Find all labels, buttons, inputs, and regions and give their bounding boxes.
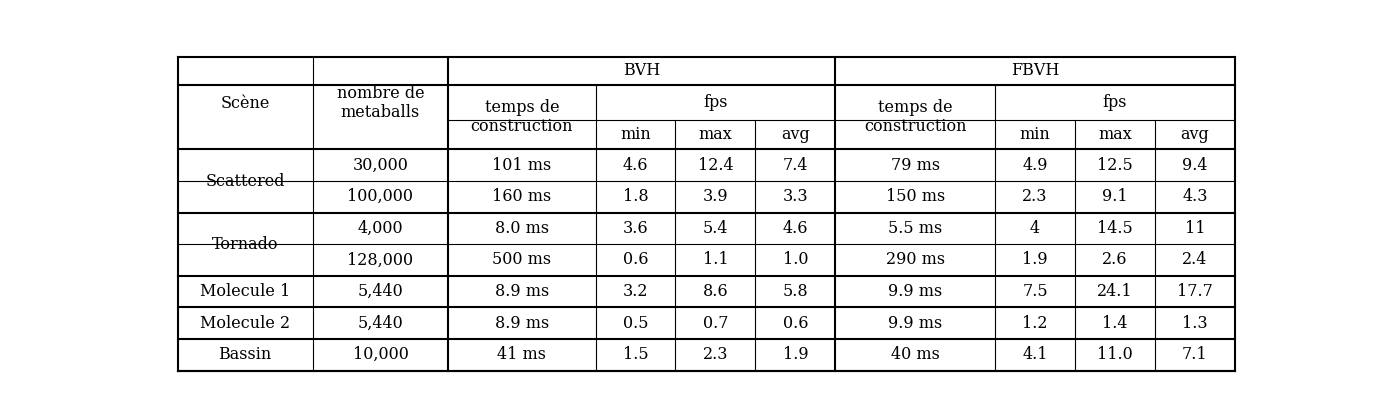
Text: 24.1: 24.1	[1097, 283, 1133, 300]
Text: Molecule 1: Molecule 1	[200, 283, 291, 300]
Text: 2.6: 2.6	[1102, 252, 1127, 268]
Text: 11: 11	[1185, 220, 1206, 237]
Text: 4.6: 4.6	[623, 157, 648, 174]
Text: 8.6: 8.6	[703, 283, 728, 300]
Text: 8.9 ms: 8.9 ms	[495, 283, 548, 300]
Text: 4.6: 4.6	[783, 220, 808, 237]
Text: Scattered: Scattered	[205, 173, 285, 189]
Text: 4: 4	[1029, 220, 1040, 237]
Text: 30,000: 30,000	[353, 157, 408, 174]
Text: temps de
construction: temps de construction	[864, 99, 966, 135]
Text: max: max	[699, 126, 732, 143]
Text: 0.6: 0.6	[783, 315, 808, 332]
Text: 1.9: 1.9	[783, 346, 808, 363]
Text: 14.5: 14.5	[1097, 220, 1133, 237]
Text: 7.4: 7.4	[783, 157, 808, 174]
Text: 9.9 ms: 9.9 ms	[887, 283, 943, 300]
Text: BVH: BVH	[623, 62, 660, 79]
Text: 79 ms: 79 ms	[890, 157, 940, 174]
Text: 5,440: 5,440	[357, 315, 404, 332]
Text: 5.5 ms: 5.5 ms	[887, 220, 943, 237]
Text: 0.6: 0.6	[623, 252, 648, 268]
Text: Bassin: Bassin	[219, 346, 271, 363]
Text: Molecule 2: Molecule 2	[200, 315, 291, 332]
Text: 8.0 ms: 8.0 ms	[495, 220, 548, 237]
Text: 150 ms: 150 ms	[886, 188, 945, 205]
Text: min: min	[1020, 126, 1050, 143]
Text: 4.3: 4.3	[1182, 188, 1207, 205]
Text: nombre de
metaballs: nombre de metaballs	[336, 85, 424, 121]
Text: 4,000: 4,000	[358, 220, 404, 237]
Text: FBVH: FBVH	[1011, 62, 1060, 79]
Text: 3.9: 3.9	[703, 188, 728, 205]
Text: 2.3: 2.3	[1022, 188, 1047, 205]
Text: 100,000: 100,000	[347, 188, 413, 205]
Text: 290 ms: 290 ms	[886, 252, 945, 268]
Text: 128,000: 128,000	[347, 252, 413, 268]
Text: 7.1: 7.1	[1182, 346, 1207, 363]
Text: 12.4: 12.4	[697, 157, 733, 174]
Text: 1.9: 1.9	[1022, 252, 1047, 268]
Text: 7.5: 7.5	[1022, 283, 1047, 300]
Text: 1.4: 1.4	[1102, 315, 1127, 332]
Text: 8.9 ms: 8.9 ms	[495, 315, 548, 332]
Text: 0.7: 0.7	[703, 315, 728, 332]
Text: 0.5: 0.5	[623, 315, 648, 332]
Text: 4.9: 4.9	[1022, 157, 1047, 174]
Text: 1.3: 1.3	[1182, 315, 1207, 332]
Text: 101 ms: 101 ms	[492, 157, 551, 174]
Text: 500 ms: 500 ms	[492, 252, 551, 268]
Text: fps: fps	[703, 94, 728, 111]
Text: 5.4: 5.4	[703, 220, 728, 237]
Text: 4.1: 4.1	[1022, 346, 1047, 363]
Text: 160 ms: 160 ms	[492, 188, 551, 205]
Text: 17.7: 17.7	[1177, 283, 1213, 300]
Text: 3.3: 3.3	[783, 188, 808, 205]
Text: avg: avg	[1181, 126, 1210, 143]
Text: 41 ms: 41 ms	[497, 346, 546, 363]
Text: max: max	[1098, 126, 1131, 143]
Text: temps de
construction: temps de construction	[470, 99, 573, 135]
Text: 9.1: 9.1	[1102, 188, 1127, 205]
Text: 11.0: 11.0	[1097, 346, 1133, 363]
Text: 40 ms: 40 ms	[890, 346, 940, 363]
Text: 1.8: 1.8	[623, 188, 648, 205]
Text: fps: fps	[1102, 94, 1127, 111]
Text: 5,440: 5,440	[357, 283, 404, 300]
Text: 12.5: 12.5	[1097, 157, 1133, 174]
Text: Tornado: Tornado	[212, 236, 278, 253]
Text: 5.8: 5.8	[783, 283, 808, 300]
Text: 1.5: 1.5	[623, 346, 648, 363]
Text: Scène: Scène	[220, 94, 270, 112]
Text: 3.2: 3.2	[623, 283, 648, 300]
Text: 10,000: 10,000	[353, 346, 408, 363]
Text: 9.4: 9.4	[1182, 157, 1207, 174]
Text: avg: avg	[781, 126, 810, 143]
Text: 1.1: 1.1	[703, 252, 728, 268]
Text: 1.2: 1.2	[1022, 315, 1047, 332]
Text: 2.3: 2.3	[703, 346, 728, 363]
Text: 2.4: 2.4	[1182, 252, 1207, 268]
Text: 1.0: 1.0	[783, 252, 808, 268]
Text: min: min	[620, 126, 650, 143]
Text: 3.6: 3.6	[623, 220, 648, 237]
Text: 9.9 ms: 9.9 ms	[887, 315, 943, 332]
